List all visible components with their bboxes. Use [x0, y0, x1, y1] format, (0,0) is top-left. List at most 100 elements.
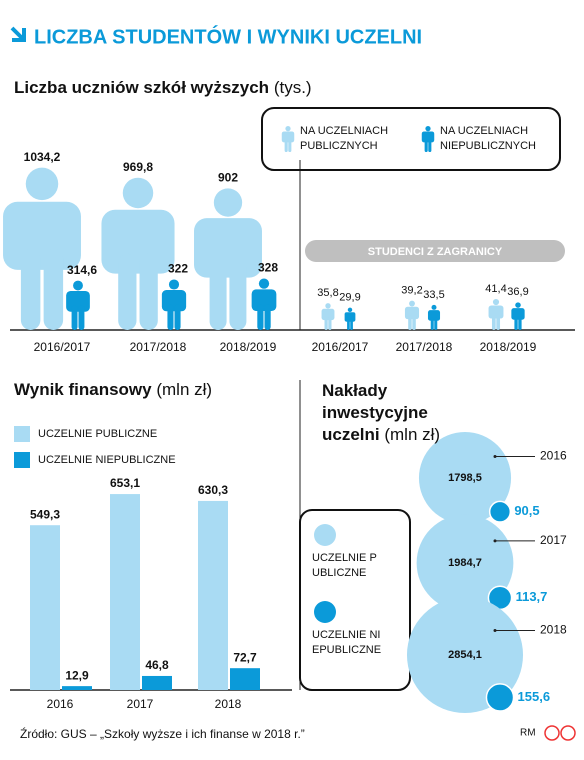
- torso: [281, 131, 295, 143]
- value-label: 41,4: [485, 283, 506, 295]
- leg: [424, 139, 428, 152]
- value-label: 72,7: [233, 650, 257, 664]
- legend-box: [299, 509, 411, 691]
- value-label: 314,6: [67, 263, 97, 277]
- head: [25, 167, 59, 201]
- leg: [328, 316, 332, 330]
- person-icon: [488, 298, 504, 330]
- arrow-icon: [10, 26, 26, 42]
- value-label: 12,9: [65, 668, 89, 682]
- main-title: LICZBA STUDENTÓW I WYNIKI UCZELNI: [34, 24, 422, 48]
- torso: [161, 290, 187, 312]
- bubble: [488, 500, 512, 523]
- unit: (mln zł): [156, 380, 213, 399]
- source: Źródło: GUS – „Szkoły wyższe i ich finan…: [20, 726, 305, 741]
- value-label: 36,9: [507, 286, 528, 298]
- leg: [518, 316, 522, 330]
- head: [122, 177, 154, 209]
- value-label: 328: [258, 261, 278, 275]
- leg: [350, 318, 353, 330]
- head: [515, 302, 521, 308]
- head: [258, 278, 270, 289]
- value-label: 1034,2: [24, 150, 61, 164]
- leg: [118, 253, 137, 330]
- value-label: 33,5: [423, 289, 444, 301]
- person-icon: [404, 300, 420, 330]
- person-icon: [194, 188, 262, 330]
- torso: [66, 290, 90, 312]
- head: [213, 188, 243, 217]
- unit: (mln zł): [384, 425, 441, 444]
- bubble: [418, 431, 512, 525]
- value-label: 35,8: [317, 287, 338, 299]
- x-tick-label: 2018: [540, 623, 567, 637]
- section-title: Wynik finansowy (mln zł): [14, 380, 212, 400]
- leg: [167, 304, 174, 330]
- person-icon: [344, 307, 356, 330]
- value-label: 1984,7: [448, 557, 482, 569]
- credit: RM: [520, 728, 536, 739]
- head: [168, 279, 180, 290]
- torso: [421, 131, 435, 143]
- person-icon: [421, 126, 435, 152]
- leg: [71, 305, 78, 330]
- torso: [344, 312, 356, 322]
- leg: [412, 315, 416, 330]
- legend-swatch: [314, 524, 336, 546]
- bar: [230, 668, 260, 690]
- title: Liczba uczniów szkół wyższych: [14, 78, 270, 97]
- x-tick-label: 2016/2017: [34, 340, 91, 354]
- head: [409, 300, 415, 307]
- legend-swatch: [14, 426, 30, 442]
- x-tick-label: 2016: [540, 449, 567, 463]
- leader-dot: [493, 539, 497, 543]
- leg: [408, 315, 412, 330]
- bar: [62, 686, 92, 690]
- value-label: 549,3: [30, 507, 60, 521]
- torso: [251, 289, 277, 311]
- foreign-title: STUDENCI Z ZAGRANICY: [368, 246, 503, 258]
- bar: [30, 525, 60, 690]
- bubble: [406, 596, 524, 714]
- torso: [404, 306, 420, 320]
- value-label: 155,6: [518, 689, 551, 704]
- head: [425, 126, 431, 132]
- torso: [194, 218, 262, 278]
- leg: [43, 248, 64, 330]
- legend-swatch: [14, 452, 30, 468]
- legend-label: NA UCZELNIACH PUBLICZNYCH: [300, 125, 389, 152]
- title: Wynik finansowy: [14, 380, 152, 399]
- x-tick-label: 2017/2018: [396, 340, 453, 354]
- foreign-pill: [305, 240, 565, 262]
- leader-dot: [493, 628, 497, 632]
- title: Nakłady inwestycyjne uczelni: [322, 381, 428, 444]
- value-label: 322: [168, 262, 188, 276]
- x-tick-label: 2018/2019: [220, 340, 277, 354]
- legend-label: UCZELNIE PUBLICZNE: [312, 552, 377, 579]
- legend-label: UCZELNIE NIEPUBLICZNE: [38, 454, 176, 466]
- torso: [427, 310, 441, 321]
- bubble: [485, 683, 515, 712]
- leg: [257, 304, 264, 330]
- leg: [174, 304, 181, 330]
- head: [431, 304, 437, 310]
- bar: [198, 500, 228, 690]
- torso: [321, 308, 335, 321]
- head: [285, 126, 291, 132]
- leg: [428, 139, 432, 152]
- leg: [264, 304, 271, 330]
- person-icon: [3, 167, 81, 330]
- torso: [3, 201, 81, 270]
- person-icon: [101, 177, 175, 330]
- leg: [20, 248, 41, 330]
- value-label: 90,5: [514, 503, 539, 518]
- value-label: 113,7: [516, 589, 548, 604]
- leg: [496, 314, 501, 330]
- x-tick-label: 2018: [215, 697, 242, 711]
- x-tick-label: 2016/2017: [312, 340, 369, 354]
- unit: (tys.): [273, 78, 312, 97]
- leg: [514, 316, 518, 330]
- leg: [434, 317, 438, 330]
